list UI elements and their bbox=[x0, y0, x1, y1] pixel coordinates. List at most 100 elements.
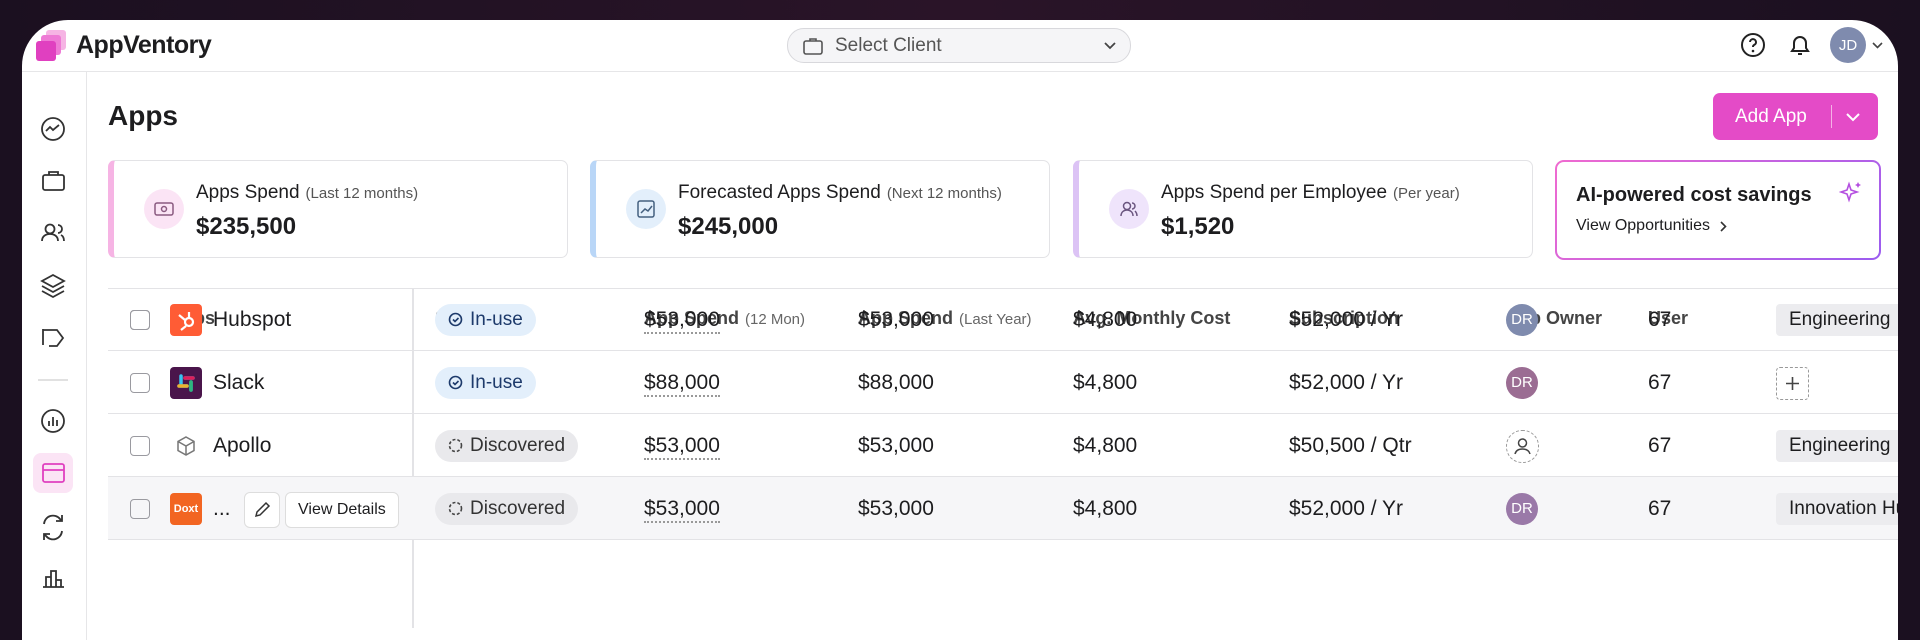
row-separator bbox=[108, 476, 1898, 477]
row-separator bbox=[108, 539, 1898, 540]
stat-card: Apps Spend per Employee (Per year) $1,520 bbox=[1073, 160, 1533, 258]
nav-dashboard[interactable] bbox=[41, 117, 65, 141]
ai-card[interactable]: AI-powered cost savings View Opportuniti… bbox=[1555, 160, 1881, 260]
row-checkbox[interactable] bbox=[130, 372, 150, 393]
app-name: ... bbox=[213, 496, 231, 520]
sidebar-nav bbox=[33, 117, 73, 588]
user-count: 67 bbox=[1648, 433, 1672, 457]
row-separator bbox=[108, 350, 1898, 351]
stat-card-icon bbox=[144, 189, 184, 229]
stat-card-heading: Apps Spend per Employee (Per year) bbox=[1161, 182, 1460, 204]
user-count: 67 bbox=[1648, 496, 1672, 520]
client-select-label: Select Client bbox=[835, 34, 942, 56]
department-tag: Engineering bbox=[1776, 429, 1898, 462]
owner-avatar: DR bbox=[1506, 366, 1538, 399]
ai-card-link[interactable]: View Opportunities bbox=[1576, 217, 1727, 235]
add-app-button[interactable]: Add App bbox=[1713, 93, 1878, 140]
subscription: $52,000 / Yr bbox=[1289, 496, 1404, 520]
logo bbox=[36, 30, 66, 61]
page-title: Apps bbox=[108, 100, 178, 131]
subscription: $52,000 / Yr bbox=[1289, 307, 1404, 331]
nav-layers[interactable] bbox=[40, 273, 66, 299]
owner-empty[interactable] bbox=[1506, 429, 1539, 463]
add-app-label: Add App bbox=[1735, 105, 1807, 127]
nav-renewals[interactable] bbox=[43, 514, 63, 541]
subscription: $52,000 / Yr bbox=[1289, 370, 1404, 394]
app-name: Hubspot bbox=[213, 307, 292, 331]
subscription: $50,500 / Qtr bbox=[1289, 433, 1412, 457]
column-label: Avg. Monthly Cost bbox=[1073, 308, 1231, 328]
sparkle-icon bbox=[1839, 181, 1861, 203]
column-divider bbox=[412, 288, 414, 628]
add-app-dropdown[interactable] bbox=[1846, 113, 1860, 122]
chevron bbox=[1872, 42, 1883, 49]
avg-monthly-cost: $4,800 bbox=[1073, 307, 1138, 331]
nav-users[interactable] bbox=[41, 223, 65, 242]
ai-card-link-label: View Opportunities bbox=[1576, 217, 1710, 234]
app-logo: Doxt bbox=[170, 492, 202, 525]
help-icon[interactable] bbox=[1740, 32, 1766, 58]
stat-card-value: $1,520 bbox=[1161, 213, 1235, 240]
notifications-icon[interactable] bbox=[1788, 32, 1812, 58]
app-spend-last-year: $53,000 bbox=[858, 433, 934, 457]
top-bar bbox=[22, 20, 1898, 72]
column-header: App Spend (Last Year) bbox=[858, 308, 1032, 329]
stat-card-note: (Per year) bbox=[1393, 185, 1460, 202]
app-spend: $53,000 bbox=[644, 308, 720, 334]
column-label: Subscription bbox=[1289, 308, 1400, 328]
app-window: AppVentory Select Client JD Apps Add App… bbox=[22, 20, 1898, 640]
stat-card-icon bbox=[1109, 189, 1149, 229]
avg-monthly-cost: $4,800 bbox=[1073, 370, 1138, 394]
status-badge: In-use bbox=[435, 366, 536, 399]
user-avatar[interactable]: JD bbox=[1830, 27, 1866, 63]
column-header: App Spend (12 Mon) bbox=[644, 308, 805, 329]
user-count: 67 bbox=[1648, 307, 1672, 331]
client-select[interactable]: Select Client bbox=[787, 28, 1131, 63]
status-badge: In-use bbox=[435, 303, 536, 336]
stat-card-heading: Forecasted Apps Spend (Next 12 months) bbox=[678, 182, 1002, 204]
department-tag: Innovation Hub bbox=[1776, 492, 1898, 525]
nav-campaigns[interactable] bbox=[42, 329, 65, 347]
app-spend: $53,000 bbox=[644, 434, 720, 460]
edit-button[interactable] bbox=[244, 491, 280, 528]
app-spend-last-year: $88,000 bbox=[858, 370, 934, 394]
app-name: Slack bbox=[213, 370, 265, 394]
row-checkbox[interactable] bbox=[130, 498, 150, 519]
department-tag: Engineering bbox=[1776, 303, 1898, 336]
stat-card: Forecasted Apps Spend (Next 12 months) $24… bbox=[590, 160, 1050, 258]
row-checkbox[interactable] bbox=[130, 309, 150, 330]
ai-card-title: AI-powered cost savings bbox=[1576, 184, 1812, 206]
app-logo bbox=[170, 303, 202, 336]
column-header: User bbox=[1648, 308, 1688, 329]
add-department[interactable] bbox=[1776, 366, 1809, 400]
app-spend: $53,000 bbox=[644, 497, 720, 523]
stat-card-title: Forecasted Apps Spend bbox=[678, 182, 881, 203]
column-note: (12 Mon) bbox=[745, 311, 806, 328]
sidebar bbox=[22, 71, 87, 640]
status-label: Discovered bbox=[470, 497, 566, 519]
view-details-button[interactable]: View Details bbox=[285, 491, 399, 528]
status-label: In-use bbox=[470, 308, 523, 330]
table-top-border bbox=[108, 288, 1898, 289]
column-header: Avg. Monthly Cost bbox=[1073, 308, 1230, 329]
briefcase-icon bbox=[803, 37, 823, 55]
stat-card-value: $235,500 bbox=[196, 213, 297, 240]
row-checkbox[interactable] bbox=[130, 435, 150, 456]
column-header: Subscription bbox=[1289, 308, 1399, 329]
stat-card-title: Apps Spend per Employee bbox=[1161, 182, 1388, 203]
nav-analytics[interactable] bbox=[43, 570, 64, 588]
nav-apps[interactable] bbox=[42, 171, 65, 191]
status-badge: Discovered bbox=[435, 492, 579, 525]
column-note: (Last Year) bbox=[959, 311, 1032, 328]
column-label: App Spend bbox=[858, 308, 953, 328]
nav-subscriptions[interactable] bbox=[42, 463, 65, 483]
stat-card-icon bbox=[626, 189, 666, 229]
owner-avatar: DR bbox=[1506, 303, 1538, 336]
row-hover bbox=[108, 477, 1898, 539]
app-logo bbox=[170, 429, 202, 462]
stat-card: Apps Spend (Last 12 months) $235,500 bbox=[108, 160, 568, 258]
stat-card-title: Apps Spend bbox=[196, 182, 300, 203]
stat-card-value: $245,000 bbox=[678, 213, 779, 240]
nav-reports[interactable] bbox=[41, 409, 65, 433]
